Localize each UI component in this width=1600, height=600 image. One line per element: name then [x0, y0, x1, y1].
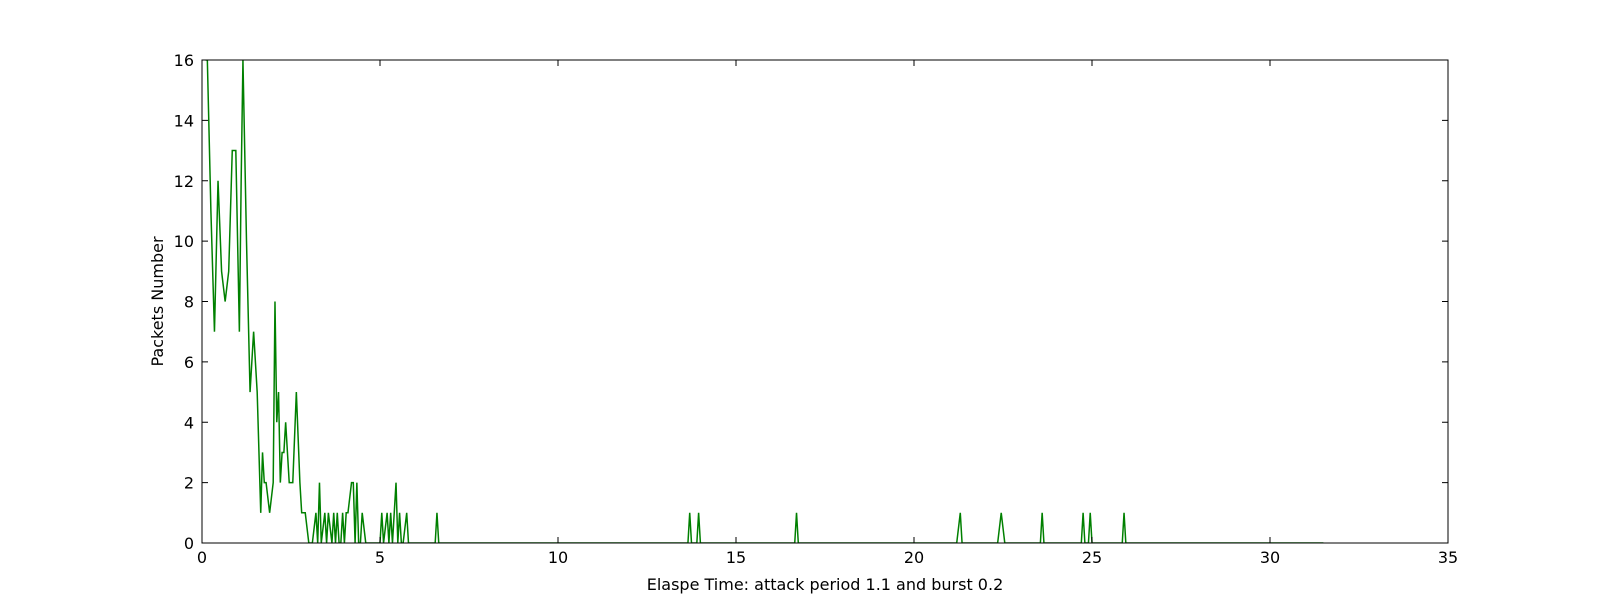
y-tick-label: 10	[174, 232, 194, 251]
series-line	[205, 60, 1324, 543]
y-tick-label: 0	[184, 534, 194, 553]
y-tick-label: 6	[184, 353, 194, 372]
x-tick-label: 5	[375, 548, 385, 567]
y-tick-label: 12	[174, 172, 194, 191]
x-tick-label: 30	[1260, 548, 1280, 567]
x-tick-label: 0	[197, 548, 207, 567]
y-tick-label: 4	[184, 413, 194, 432]
x-tick-label: 25	[1082, 548, 1102, 567]
x-axis-label: Elaspe Time: attack period 1.1 and burst…	[647, 575, 1004, 594]
y-axis-label: Packets Number	[148, 236, 167, 366]
y-tick-label: 14	[174, 111, 194, 130]
plot-frame	[201, 59, 1449, 544]
y-tick-label: 8	[184, 293, 194, 312]
x-tick-label: 10	[548, 548, 568, 567]
x-tick-label: 35	[1438, 548, 1458, 567]
plot-series	[205, 60, 1324, 543]
x-axis: 0 5 10 15 20 25 30 35	[197, 60, 1458, 567]
x-tick-label: 20	[904, 548, 924, 567]
x-tick-label: 15	[726, 548, 746, 567]
y-tick-label: 2	[184, 474, 194, 493]
y-axis: 0 2 4 6 8 10 12 14 16	[174, 51, 1448, 553]
y-tick-label: 16	[174, 51, 194, 70]
